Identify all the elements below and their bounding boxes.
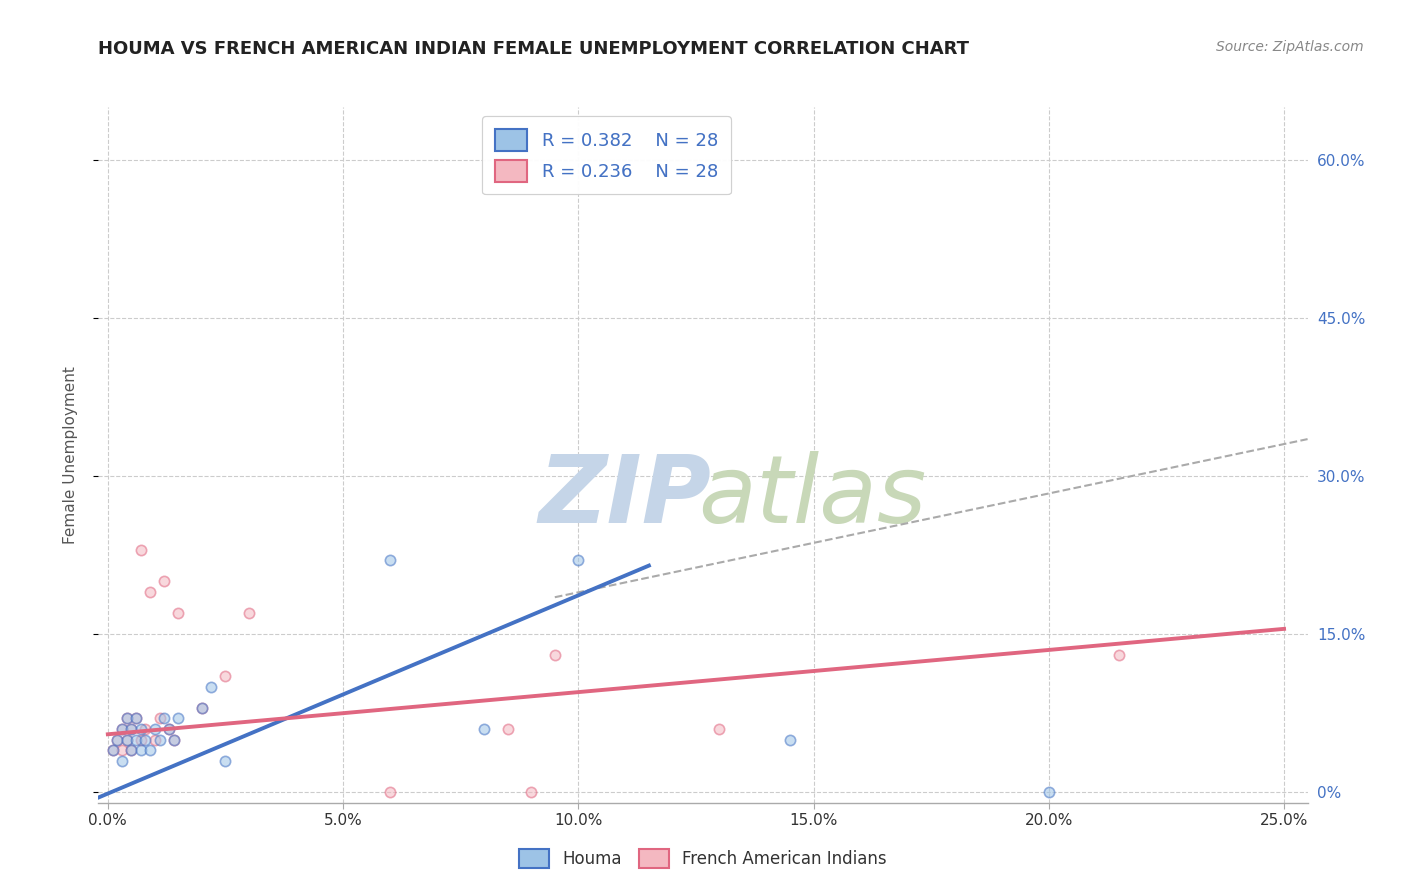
- Point: [139, 585, 162, 599]
- Point: [157, 722, 180, 736]
- Point: [143, 732, 166, 747]
- Point: [567, 553, 589, 567]
- Point: [111, 722, 134, 736]
- Legend: Houma, French American Indians: Houma, French American Indians: [513, 842, 893, 875]
- Point: [120, 743, 142, 757]
- Point: [115, 711, 138, 725]
- Point: [214, 669, 236, 683]
- Point: [143, 722, 166, 736]
- Point: [115, 732, 138, 747]
- Text: Source: ZipAtlas.com: Source: ZipAtlas.com: [1216, 40, 1364, 54]
- Text: HOUMA VS FRENCH AMERICAN INDIAN FEMALE UNEMPLOYMENT CORRELATION CHART: HOUMA VS FRENCH AMERICAN INDIAN FEMALE U…: [98, 40, 969, 58]
- Point: [191, 701, 214, 715]
- Point: [167, 606, 190, 620]
- Point: [1108, 648, 1130, 663]
- Point: [472, 722, 495, 736]
- Point: [105, 732, 128, 747]
- Point: [129, 542, 152, 557]
- Point: [214, 754, 236, 768]
- Point: [496, 722, 519, 736]
- Point: [163, 732, 186, 747]
- Point: [544, 648, 567, 663]
- Point: [134, 722, 156, 736]
- Point: [153, 711, 176, 725]
- Point: [111, 722, 134, 736]
- Text: atlas: atlas: [697, 451, 927, 542]
- Point: [120, 722, 142, 736]
- Point: [200, 680, 222, 694]
- Point: [149, 732, 172, 747]
- Point: [709, 722, 731, 736]
- Point: [191, 701, 214, 715]
- Point: [125, 732, 148, 747]
- Point: [149, 711, 172, 725]
- Point: [134, 732, 156, 747]
- Point: [115, 732, 138, 747]
- Text: ZIP: ZIP: [538, 450, 711, 542]
- Point: [120, 743, 142, 757]
- Point: [779, 732, 801, 747]
- Point: [125, 711, 148, 725]
- Point: [115, 711, 138, 725]
- Point: [125, 711, 148, 725]
- Y-axis label: Female Unemployment: Female Unemployment: [63, 366, 77, 544]
- Point: [520, 785, 543, 799]
- Point: [129, 743, 152, 757]
- Point: [167, 711, 190, 725]
- Point: [129, 722, 152, 736]
- Point: [101, 743, 124, 757]
- Point: [157, 722, 180, 736]
- Point: [139, 743, 162, 757]
- Point: [378, 785, 401, 799]
- Point: [238, 606, 260, 620]
- Point: [153, 574, 176, 589]
- Point: [1038, 785, 1060, 799]
- Point: [111, 754, 134, 768]
- Point: [163, 732, 186, 747]
- Point: [129, 732, 152, 747]
- Point: [378, 553, 401, 567]
- Point: [120, 722, 142, 736]
- Legend: R = 0.382    N = 28, R = 0.236    N = 28: R = 0.382 N = 28, R = 0.236 N = 28: [482, 116, 731, 194]
- Point: [101, 743, 124, 757]
- Point: [105, 732, 128, 747]
- Point: [111, 743, 134, 757]
